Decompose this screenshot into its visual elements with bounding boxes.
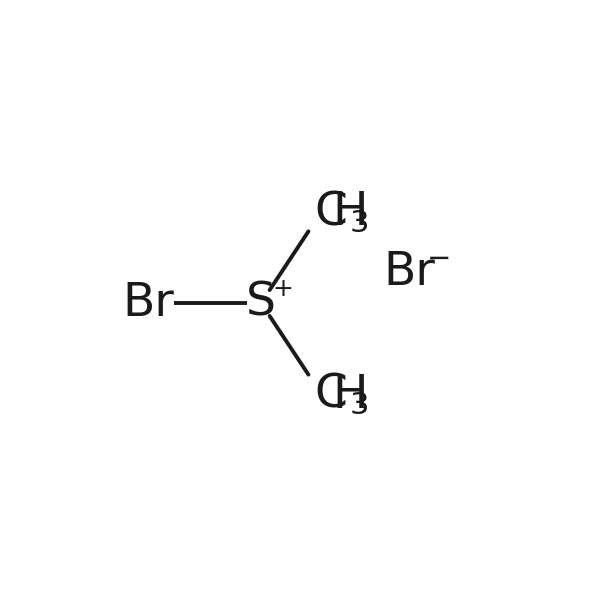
Text: 3: 3	[350, 209, 369, 238]
Text: 3: 3	[350, 391, 369, 420]
Text: +: +	[272, 277, 293, 301]
Text: S: S	[247, 280, 277, 325]
Text: C: C	[314, 190, 347, 235]
Text: −: −	[427, 245, 451, 273]
Text: C: C	[314, 373, 347, 418]
Text: H: H	[332, 373, 367, 418]
Text: Br: Br	[383, 250, 435, 295]
Text: H: H	[332, 190, 367, 235]
Text: Br: Br	[122, 280, 174, 325]
